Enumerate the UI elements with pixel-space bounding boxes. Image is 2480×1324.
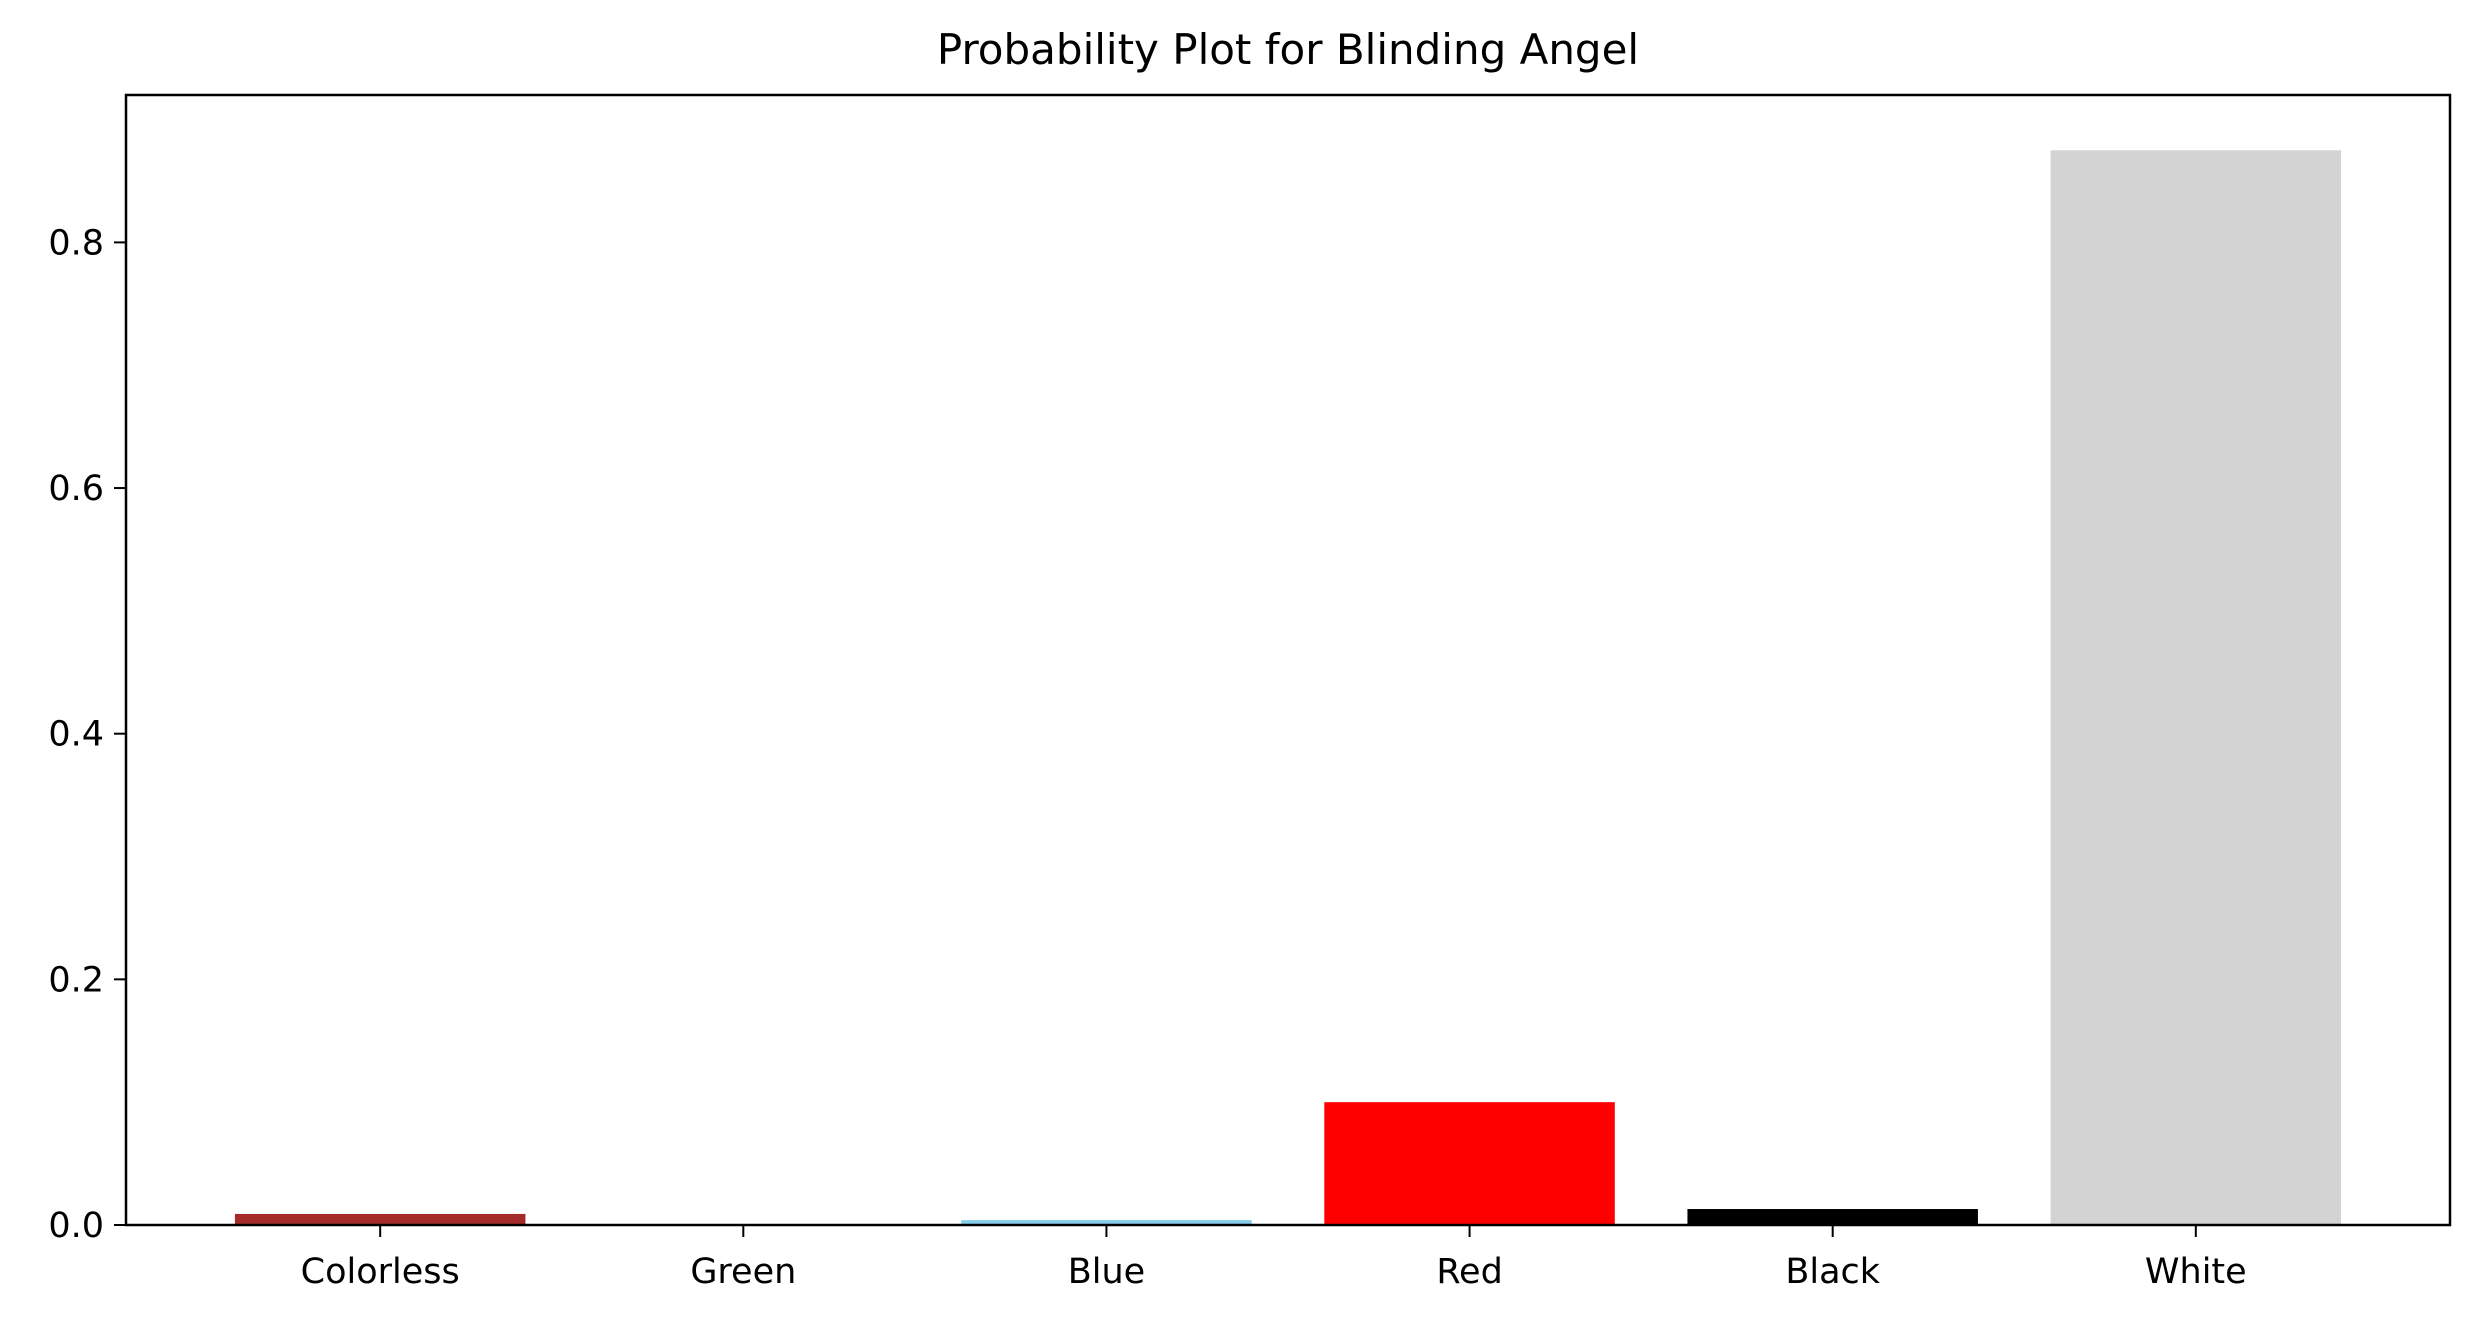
x-tick-label: Green: [690, 1252, 796, 1292]
x-tick-label: Colorless: [301, 1252, 460, 1292]
x-axis: Colorless Green Blue Red Black White: [301, 1225, 2247, 1292]
bar-series: [234, 150, 2342, 1226]
bar-white: [2050, 150, 2342, 1226]
bar-blue: [961, 1220, 1252, 1225]
x-tick-label: White: [2145, 1252, 2247, 1292]
bar-black: [1687, 1209, 1978, 1225]
bar-red: [1324, 1102, 1615, 1225]
chart-title: Probability Plot for Blinding Angel: [937, 25, 1639, 74]
x-tick-label: Red: [1436, 1252, 1503, 1292]
x-tick-label: Black: [1785, 1252, 1880, 1292]
y-tick-label: 0.8: [48, 223, 104, 263]
y-tick-label: 0.0: [48, 1206, 104, 1246]
plot-area-frame: [124, 93, 2452, 1227]
bar-colorless: [234, 1213, 526, 1225]
y-axis: 0.0 0.2 0.4 0.6 0.8: [48, 223, 126, 1246]
y-tick-label: 0.6: [48, 469, 104, 509]
x-tick-label: Blue: [1068, 1252, 1145, 1292]
y-tick-label: 0.2: [48, 960, 104, 1000]
y-tick-label: 0.4: [48, 715, 104, 755]
